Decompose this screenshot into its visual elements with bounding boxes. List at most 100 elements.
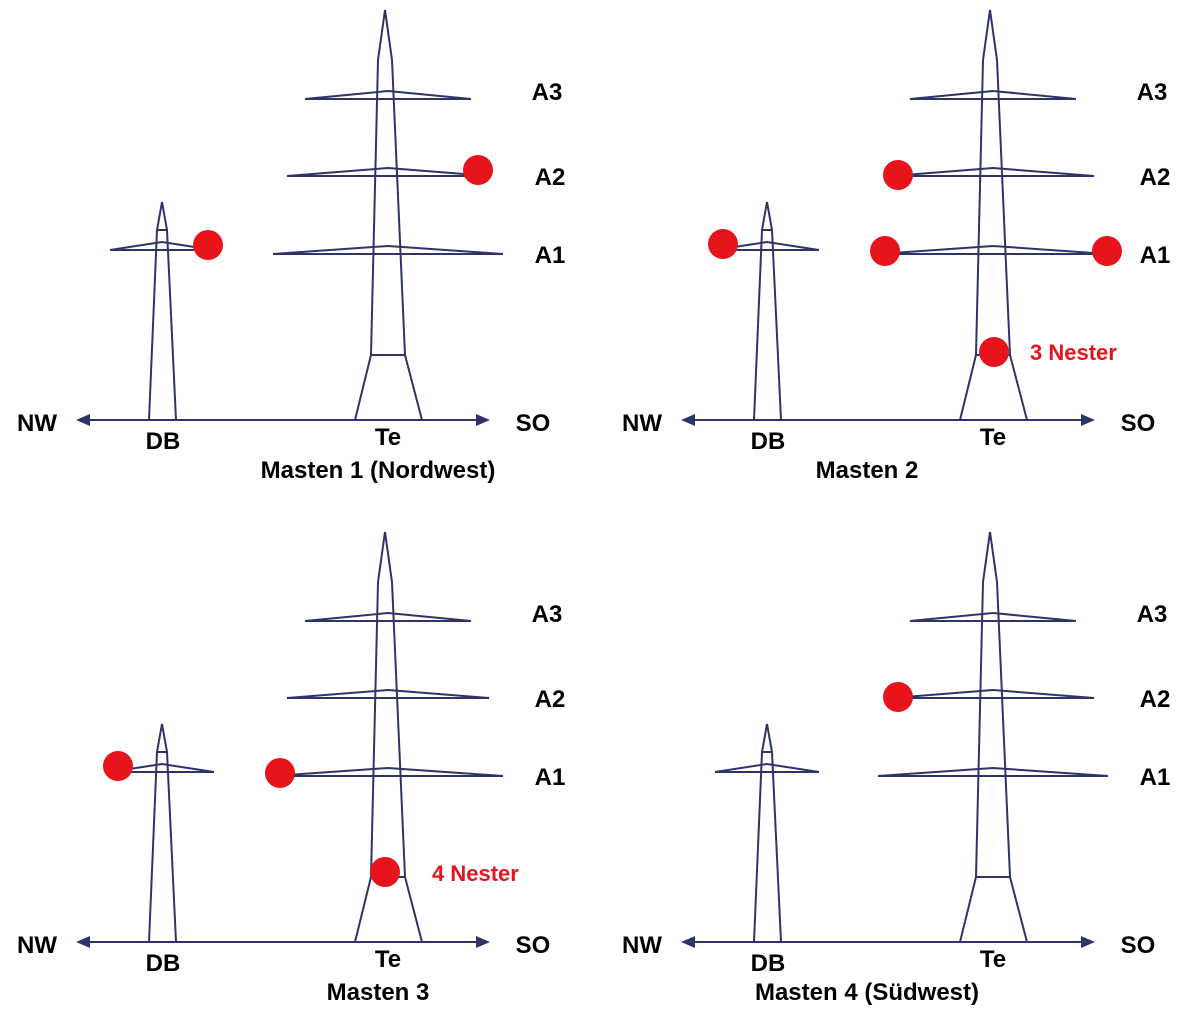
arm-a2-upper (286, 166, 490, 177)
nest-marker-a2-right (463, 155, 493, 185)
panel-1: NW SO DB Te A3 A2 A1 Masten 1 (Nordwest) (17, 9, 566, 484)
arm-label-a3: A3 (532, 79, 563, 106)
arm-a2-upper (286, 688, 490, 699)
nest-marker-a1-right (1092, 236, 1122, 266)
small-pole-outline (148, 723, 177, 943)
arm-label-a1: A1 (1140, 242, 1171, 269)
nest-marker-db-left (103, 751, 133, 781)
axis-label-nw: NW (622, 410, 662, 437)
nest-marker-a1-left (265, 758, 295, 788)
arm-a1-upper (877, 766, 1109, 777)
large-pole-left-shaft (370, 581, 379, 878)
nest-marker-db-right (193, 230, 223, 260)
small-pole (714, 723, 820, 943)
axis-arrow-left (681, 936, 695, 948)
panel-title: Masten 3 (327, 979, 430, 1006)
arm-label-a2: A2 (535, 686, 566, 713)
panel-title: Masten 1 (Nordwest) (261, 457, 496, 484)
large-pole (272, 9, 504, 421)
large-pole-right-leg (1009, 876, 1028, 943)
axis-arrow-right (476, 414, 490, 426)
small-pole-label: DB (751, 428, 786, 455)
large-pole-left-leg (959, 354, 977, 421)
nest-marker-a2-left (883, 682, 913, 712)
axis-label-nw: NW (17, 410, 57, 437)
arm-a3-upper (304, 89, 472, 100)
axis-arrow-left (76, 936, 90, 948)
panel-title: Masten 2 (816, 457, 919, 484)
small-pole-outline (753, 723, 782, 943)
large-pole-label: Te (980, 424, 1006, 451)
axis-arrow-right (476, 936, 490, 948)
panel-3: NW SO DB Te A3 A2 A1 Masten 3 4 Nester (17, 531, 566, 1006)
large-pole-left-leg (959, 876, 977, 943)
axis-label-nw: NW (17, 932, 57, 959)
large-pole-left-shaft (370, 59, 379, 356)
large-pole-right-shaft (391, 59, 406, 356)
axis-arrow-right (1081, 936, 1095, 948)
arm-a3-upper (909, 611, 1077, 622)
large-pole (272, 531, 504, 943)
large-pole-label: Te (980, 946, 1006, 973)
small-pole-outline (753, 201, 782, 421)
nest-marker-te-body (370, 857, 400, 887)
nest-marker-a2-left (883, 160, 913, 190)
arm-label-a1: A1 (1140, 764, 1171, 791)
arm-a3-upper (909, 89, 1077, 100)
small-pole-label: DB (751, 950, 786, 977)
small-pole-arm-upper (714, 762, 820, 773)
axis-label-so: SO (516, 410, 551, 437)
panel-4: NW SO DB Te A3 A2 A1 Masten 4 (Südwest) (622, 531, 1171, 1006)
axis-label-nw: NW (622, 932, 662, 959)
nest-marker-a1-left (870, 236, 900, 266)
large-pole-peak (377, 9, 393, 61)
arm-label-a2: A2 (535, 164, 566, 191)
nest-count-note: 3 Nester (1030, 340, 1117, 365)
axis-label-so: SO (1121, 410, 1156, 437)
large-pole-peak (377, 531, 393, 583)
nest-count-note: 4 Nester (432, 861, 519, 886)
arm-label-a3: A3 (1137, 79, 1168, 106)
small-pole-label: DB (146, 428, 181, 455)
large-pole-right-shaft (996, 581, 1011, 878)
large-pole-peak (982, 531, 998, 583)
large-pole-label: Te (375, 946, 401, 973)
large-pole-right-shaft (391, 581, 406, 878)
arm-a3-upper (304, 611, 472, 622)
arm-label-a2: A2 (1140, 164, 1171, 191)
nest-marker-te-body (979, 337, 1009, 367)
large-pole-peak (982, 9, 998, 61)
panel-2: NW SO DB Te A3 A2 A1 Masten 2 3 Nester (622, 9, 1171, 484)
arm-a2-upper (891, 688, 1095, 699)
large-pole-right-leg (1009, 354, 1028, 421)
arm-label-a1: A1 (535, 242, 566, 269)
large-pole-left-leg (354, 354, 372, 421)
large-pole-left-shaft (975, 581, 984, 878)
arm-a1-upper (877, 244, 1109, 255)
arm-a2-upper (891, 166, 1095, 177)
large-pole-label: Te (375, 424, 401, 451)
large-pole-right-shaft (996, 59, 1011, 356)
panel-title: Masten 4 (Südwest) (755, 979, 979, 1006)
large-pole-left-leg (354, 876, 372, 943)
arm-label-a3: A3 (532, 601, 563, 628)
arm-label-a1: A1 (535, 764, 566, 791)
arm-label-a3: A3 (1137, 601, 1168, 628)
axis-arrow-right (1081, 414, 1095, 426)
arm-a1-upper (272, 766, 504, 777)
arm-a1-upper (272, 244, 504, 255)
large-pole-right-leg (404, 876, 423, 943)
large-pole (877, 531, 1109, 943)
axis-label-so: SO (1121, 932, 1156, 959)
large-pole-right-leg (404, 354, 423, 421)
nest-marker-db-left (708, 229, 738, 259)
large-pole-left-shaft (975, 59, 984, 356)
axis-arrow-left (76, 414, 90, 426)
small-pole-label: DB (146, 950, 181, 977)
small-pole-outline (148, 201, 177, 421)
arm-label-a2: A2 (1140, 686, 1171, 713)
axis-label-so: SO (516, 932, 551, 959)
axis-arrow-left (681, 414, 695, 426)
